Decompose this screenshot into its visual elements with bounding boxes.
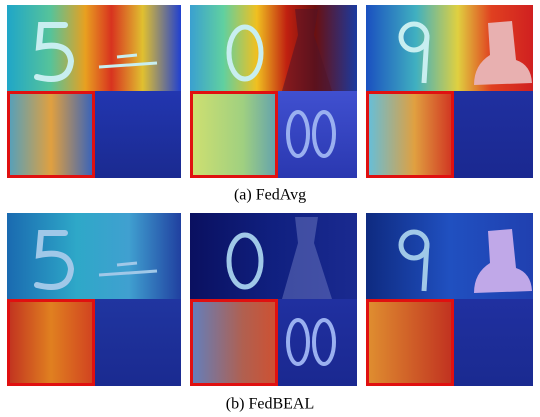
heatmap-top bbox=[7, 213, 181, 299]
photo-bottom-left bbox=[366, 91, 454, 178]
heatmap-panel bbox=[190, 213, 357, 386]
photo-bottom-left bbox=[190, 91, 278, 178]
photo-bottom-left bbox=[7, 91, 95, 178]
heatmap-top bbox=[190, 213, 357, 299]
caption: (b) FedBEAL bbox=[226, 396, 314, 413]
digit-stroke bbox=[424, 243, 427, 291]
heatmap-panel bbox=[366, 5, 533, 178]
photo-bottom-right bbox=[95, 91, 181, 178]
photo-bottom-left bbox=[7, 299, 95, 386]
photo-bottom-right bbox=[454, 299, 533, 386]
heatmap-panel bbox=[7, 213, 181, 386]
figure: (a) FedAvg (b) FedBEAL bbox=[0, 0, 540, 417]
photo-bottom-right bbox=[454, 91, 533, 178]
page: (a) FedAvg (b) FedBEAL (() => { const da… bbox=[0, 0, 540, 417]
digit-stroke bbox=[424, 35, 427, 83]
photo-bottom-left bbox=[190, 299, 278, 386]
heatmap-top bbox=[7, 5, 181, 91]
heatmap-panel bbox=[366, 213, 533, 386]
heatmap-top bbox=[190, 5, 357, 91]
photo-bottom-left bbox=[366, 299, 454, 386]
heatmap-panel bbox=[7, 5, 181, 178]
caption: (a) FedAvg bbox=[234, 187, 306, 204]
photo-bottom-right bbox=[95, 299, 181, 386]
heatmap-panel bbox=[190, 5, 357, 178]
